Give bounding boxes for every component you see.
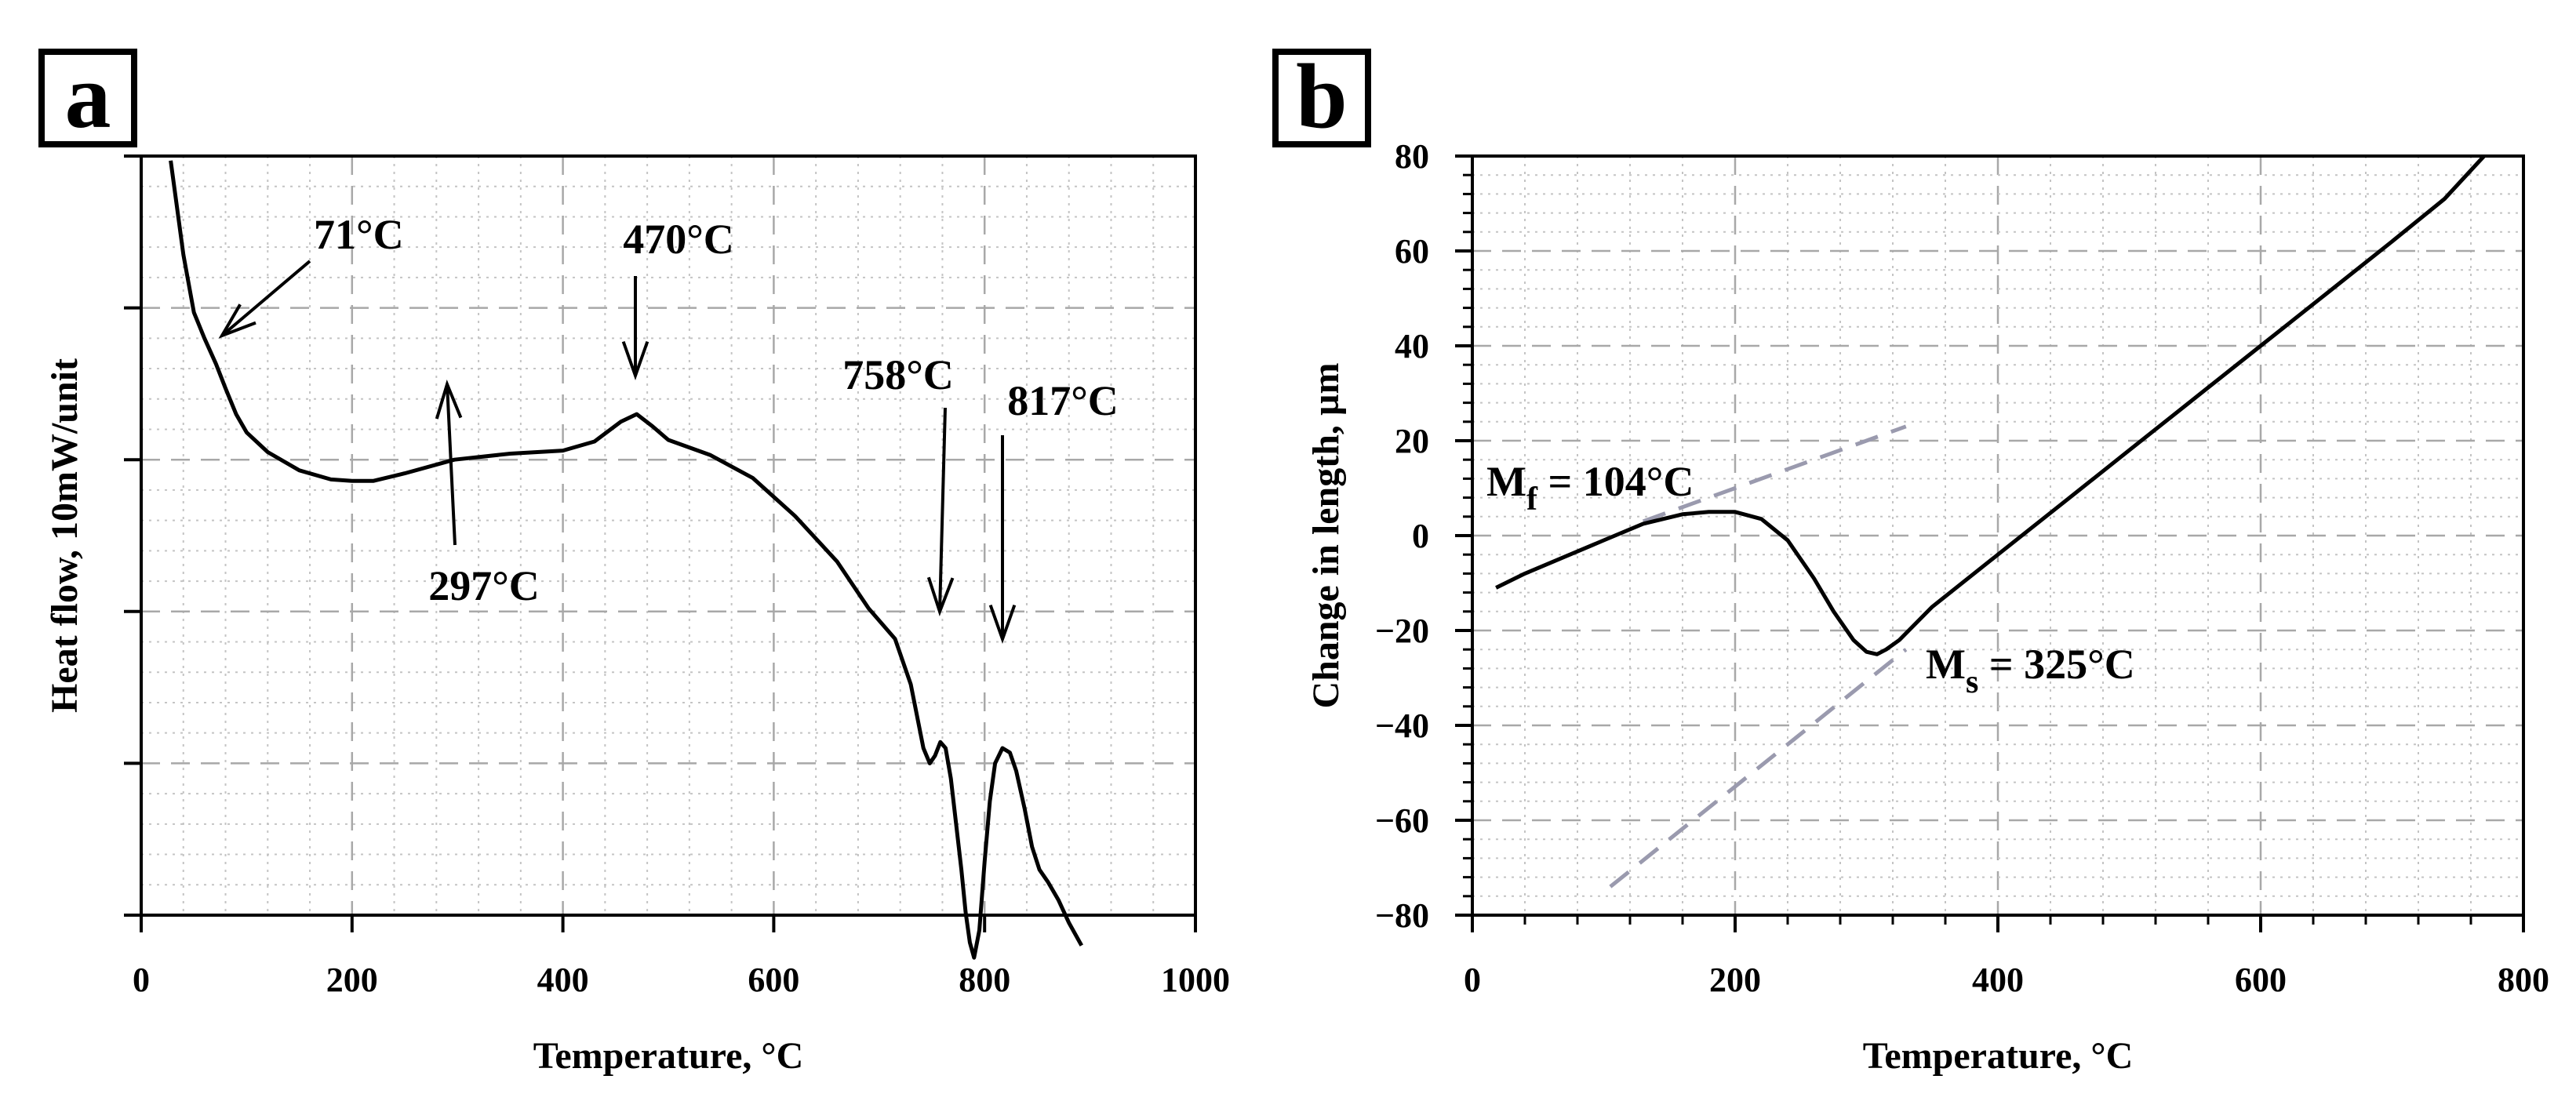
panel-a-xtick-label: 0 [133, 961, 150, 999]
panel-b-series-tangent-lower [1609, 648, 1908, 888]
panel-b-annotations: Mf = 104°C Ms = 325°C [1486, 458, 2135, 700]
panel-b-ytick-label: 80 [1395, 137, 1429, 176]
panel-a-ticks [124, 154, 1197, 932]
panel-b-xtick-label: 400 [1972, 961, 2024, 999]
annotation-arrow-shaft [938, 407, 947, 612]
panel-a-frame [140, 154, 1197, 917]
annotation-arrow-head [435, 380, 463, 420]
annotation-arrow-shaft [220, 260, 311, 337]
panel-b-ytick-label: 0 [1412, 517, 1429, 555]
panel-b-ytick-label: −80 [1375, 896, 1429, 935]
panel-a-xtick-label: 200 [326, 961, 378, 999]
panel-a-xtick-label: 400 [537, 961, 589, 999]
panel-a-ylabel: Heat flow, 10mW/unit [44, 358, 86, 713]
panel-b-series-tangent-upper [1642, 424, 1907, 524]
panel-b-ytick-label: −20 [1375, 612, 1429, 650]
panel-a-annotation-label: 297°C [428, 562, 540, 609]
panel-b-xtick-label: 600 [2235, 961, 2287, 999]
panel-a-xtick-label: 800 [959, 961, 1010, 999]
panel-a: 0 200 400 600 800 1000 71°C 297°C 470°C 758°C 817… [38, 45, 1230, 1077]
annotation-arrow-head [988, 604, 1017, 644]
panel-a-letter-box [38, 49, 137, 147]
panel-a-xtick-label: 1000 [1161, 961, 1230, 999]
panel-b-frame [1471, 154, 2525, 917]
panel-b-xtick-label: 200 [1709, 961, 1761, 999]
panel-b-ytick-label: 60 [1395, 232, 1429, 271]
panel-b-xtick-label: 0 [1464, 961, 1481, 999]
panel-a-xtick-label: 600 [748, 961, 799, 999]
panel-b-annotation-label: Ms = 325°C [1926, 641, 2135, 700]
annotation-arrow-head [926, 576, 955, 616]
panel-b-grid [1472, 156, 2523, 915]
panel-a-annotation-label: 758°C [842, 351, 954, 398]
panel-a-annotation-label: 71°C [314, 211, 404, 258]
panel-a-annotation-label: 817°C [1007, 377, 1119, 424]
annotation-arrow-head [218, 303, 257, 339]
panel-b-xtick-label: 800 [2498, 961, 2549, 999]
annotation-arrow-head [621, 340, 649, 380]
annotation-arrow-shaft [446, 383, 457, 546]
panel-b-xlabel: Temperature, °C [1863, 1035, 2133, 1077]
panel-b-ytick-label: −60 [1375, 801, 1429, 840]
panel-a-series-curve [169, 160, 1083, 960]
panel-a-letter: a [65, 45, 111, 147]
panel-b-ylabel: Change in length, µm [1305, 362, 1347, 708]
panel-b-ticks [1455, 154, 2525, 932]
panel-a-annotation-label: 470°C [623, 216, 734, 263]
panel-a-annotations: 71°C 297°C 470°C 758°C 817°C [218, 211, 1119, 644]
panel-b-annotation-label: Mf = 104°C [1486, 458, 1694, 518]
panel-b-series-curve [1495, 154, 2486, 656]
panel-a-tick-labels: 0 200 400 600 800 1000 [133, 961, 1230, 999]
panel-b-letter: b [1296, 45, 1348, 147]
panel-b-letter-box [1272, 49, 1371, 147]
panel-b-ytick-label: 20 [1395, 422, 1429, 460]
panel-b-ytick-label: −40 [1375, 707, 1429, 745]
panel-b-ytick-label: 40 [1395, 327, 1429, 365]
panel-a-xlabel: Temperature, °C [533, 1035, 803, 1077]
